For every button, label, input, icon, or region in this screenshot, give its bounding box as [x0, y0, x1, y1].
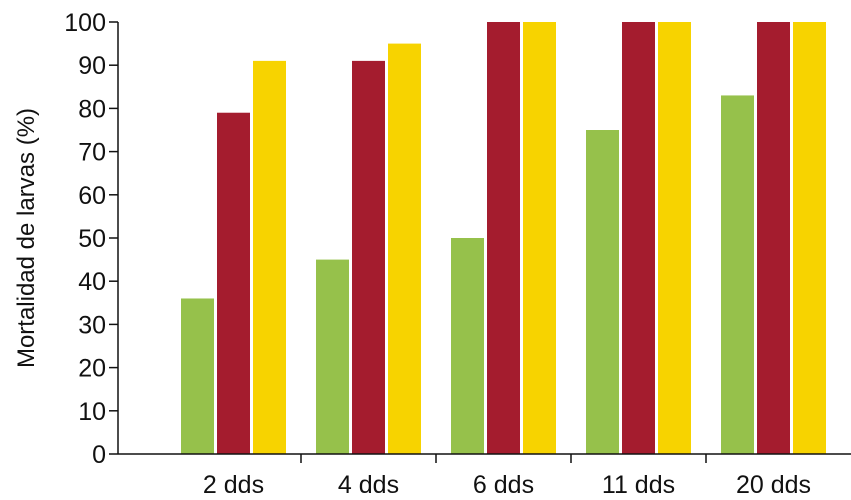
bar-20-dds-series-3 [793, 22, 826, 454]
y-axis-label: Mortalidad de larvas (%) [13, 108, 40, 368]
x-tick-label: 4 dds [338, 471, 399, 495]
y-tick-label: 30 [78, 311, 106, 339]
y-tick-label: 20 [78, 355, 106, 383]
y-tick-label: 0 [92, 441, 106, 469]
y-tick-label: 40 [78, 268, 106, 296]
x-ticks-layer: 2 dds 4 dds 6 dds 11 dds 20 dds [203, 454, 811, 499]
y-tick-label: 60 [78, 182, 106, 210]
bar-11-dds-series-2 [622, 22, 655, 454]
y-tick-label: 80 [78, 95, 106, 123]
bar-20-dds-series-1 [721, 95, 754, 454]
bars-layer [181, 22, 826, 454]
bar-4-dds-series-1 [316, 259, 349, 454]
bar-20-dds-series-2 [757, 22, 790, 454]
bar-6-dds-series-1 [451, 238, 484, 454]
x-tick-label: 6 dds [473, 471, 534, 495]
x-tick-label: 20 dds [736, 471, 811, 495]
y-tick-label: 70 [78, 139, 106, 167]
y-tick-label: 50 [78, 225, 106, 253]
y-tick-label: 100 [64, 9, 106, 37]
bar-4-dds-series-2 [352, 60, 385, 454]
bar-11-dds-series-3 [658, 22, 691, 454]
y-ticks-layer: 0 10 20 30 40 50 60 70 80 90 100 [64, 9, 118, 469]
bar-2-dds-series-1 [181, 298, 214, 454]
bar-6-dds-series-2 [487, 22, 520, 454]
bar-11-dds-series-1 [586, 130, 619, 454]
x-tick-label: 2 dds [203, 471, 264, 495]
y-tick-label: 90 [78, 52, 106, 80]
bar-4-dds-series-3 [388, 43, 421, 454]
bar-2-dds-series-2 [217, 112, 250, 454]
bar-6-dds-series-3 [523, 22, 556, 454]
x-tick-label: 11 dds [602, 471, 675, 495]
bar-2-dds-series-3 [253, 60, 286, 454]
y-tick-label: 10 [78, 398, 106, 426]
